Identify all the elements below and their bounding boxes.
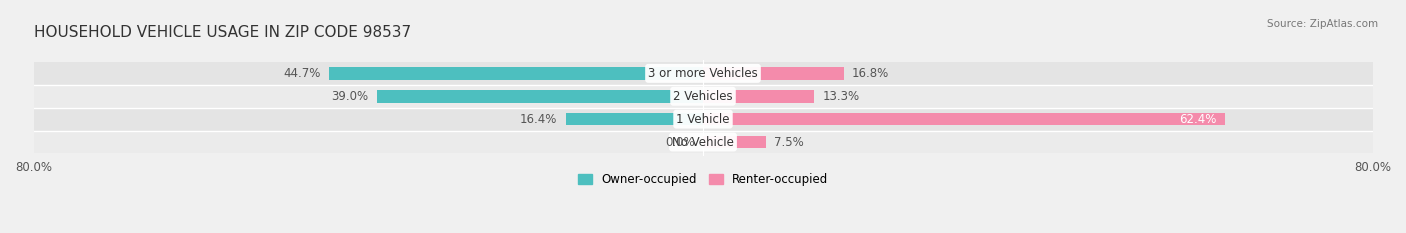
Text: 16.4%: 16.4%	[520, 113, 557, 126]
Text: 13.3%: 13.3%	[823, 90, 860, 103]
Text: 39.0%: 39.0%	[332, 90, 368, 103]
Bar	[34, 85, 1372, 108]
Bar	[703, 136, 766, 148]
Legend: Owner-occupied, Renter-occupied: Owner-occupied, Renter-occupied	[578, 173, 828, 186]
Text: 3 or more Vehicles: 3 or more Vehicles	[648, 67, 758, 80]
Bar	[565, 113, 703, 125]
Bar	[703, 113, 1225, 125]
Text: 1 Vehicle: 1 Vehicle	[676, 113, 730, 126]
Text: 16.8%: 16.8%	[852, 67, 889, 80]
Text: HOUSEHOLD VEHICLE USAGE IN ZIP CODE 98537: HOUSEHOLD VEHICLE USAGE IN ZIP CODE 9853…	[34, 25, 411, 40]
Text: Source: ZipAtlas.com: Source: ZipAtlas.com	[1267, 19, 1378, 29]
Bar	[703, 67, 844, 80]
Bar	[34, 130, 1372, 154]
Text: 44.7%: 44.7%	[283, 67, 321, 80]
Bar	[34, 62, 1372, 85]
Text: 7.5%: 7.5%	[775, 136, 804, 148]
Text: 62.4%: 62.4%	[1180, 113, 1216, 126]
Text: 2 Vehicles: 2 Vehicles	[673, 90, 733, 103]
Bar	[329, 67, 703, 80]
Text: 0.0%: 0.0%	[665, 136, 695, 148]
Bar	[34, 108, 1372, 130]
Bar	[703, 90, 814, 103]
Text: No Vehicle: No Vehicle	[672, 136, 734, 148]
Bar	[377, 90, 703, 103]
